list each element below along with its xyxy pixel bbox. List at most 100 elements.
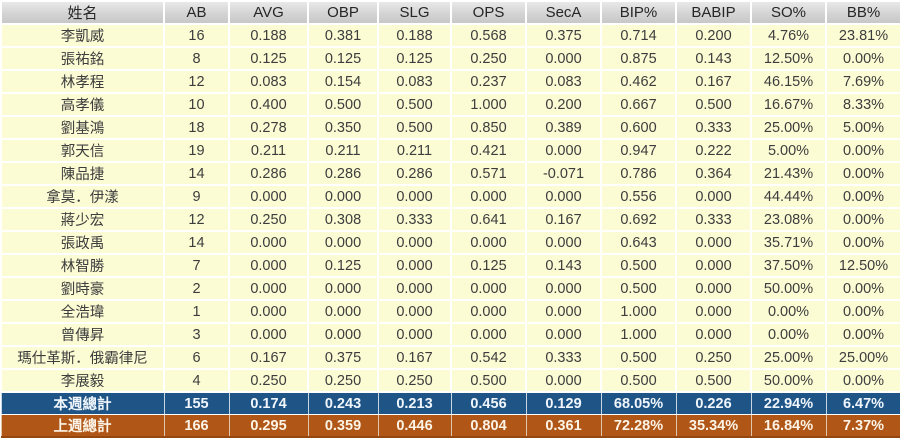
player-name-cell: 林孝程: [0, 69, 165, 94]
stat-cell: 0.875: [600, 46, 677, 71]
summary-label-cell: 本週總計: [0, 391, 165, 415]
player-name-cell: 郭天信: [0, 138, 165, 163]
stat-cell: 0.000: [525, 322, 602, 347]
stat-cell: 0.375: [307, 345, 379, 370]
summary-stat-cell: 0.174: [228, 391, 309, 415]
stat-cell: 0.500: [377, 115, 452, 140]
stat-cell: 0.286: [228, 161, 309, 186]
stat-cell: 0.556: [600, 184, 677, 209]
stat-cell: 8: [163, 46, 230, 71]
stat-cell: 0.167: [525, 207, 602, 232]
stat-cell: 0.000: [675, 253, 752, 278]
stat-cell: 0.222: [675, 138, 752, 163]
summary-stat-cell: 0.295: [228, 414, 309, 438]
table-row: 林孝程 12 0.083 0.154 0.083 0.237 0.083 0.462 0.167…: [0, 69, 900, 94]
stat-cell: 0.000: [450, 184, 527, 209]
stat-cell: 0.188: [228, 23, 309, 48]
stat-cell: 0.500: [600, 345, 677, 370]
header-row: 姓名 AB AVG OBP SLG OPS SecA BIP% BABIP SO% BB%: [0, 0, 900, 25]
stat-cell: 0.000: [525, 184, 602, 209]
stat-cell: 0.00%: [825, 299, 900, 324]
summary-stat-cell: 0.361: [525, 414, 602, 438]
stat-cell: 0.381: [307, 23, 379, 48]
stat-cell: 0.421: [450, 138, 527, 163]
stat-cell: 7: [163, 253, 230, 278]
header-cell-seca: SecA: [525, 0, 602, 25]
stat-cell: 0.500: [600, 253, 677, 278]
stat-cell: 0.000: [525, 46, 602, 71]
stat-cell: 0.542: [450, 345, 527, 370]
summary-stat-cell: 0.226: [675, 391, 752, 415]
stat-cell: 0.00%: [825, 368, 900, 393]
stat-cell: 4: [163, 368, 230, 393]
stat-cell: 0.643: [600, 230, 677, 255]
stat-cell: 0.000: [377, 253, 452, 278]
summary-stat-cell: 0.129: [525, 391, 602, 415]
stat-cell: 0.500: [675, 368, 752, 393]
summary-stat-cell: 16.84%: [750, 414, 827, 438]
stat-cell: 50.00%: [750, 368, 827, 393]
stat-cell: 0.250: [307, 368, 379, 393]
stat-cell: 0.000: [228, 322, 309, 347]
stat-cell: 18: [163, 115, 230, 140]
summary-stat-cell: 72.28%: [600, 414, 677, 438]
stat-cell: -0.071: [525, 161, 602, 186]
header-cell-babip: BABIP: [675, 0, 752, 25]
stat-cell: 0.000: [675, 299, 752, 324]
stat-cell: 12.50%: [825, 253, 900, 278]
stat-cell: 0.286: [377, 161, 452, 186]
player-name-cell: 張祐銘: [0, 46, 165, 71]
player-name-cell: 拿莫．伊漾: [0, 184, 165, 209]
stat-cell: 0.000: [377, 230, 452, 255]
stat-cell: 0.000: [307, 276, 379, 301]
player-name-cell: 瑪仕革斯．俄霸律尼: [0, 345, 165, 370]
stat-cell: 12: [163, 69, 230, 94]
stat-cell: 10: [163, 92, 230, 117]
stat-cell: 12.50%: [750, 46, 827, 71]
stat-cell: 0.00%: [825, 138, 900, 163]
stat-cell: 0.00%: [825, 184, 900, 209]
stat-cell: 0.000: [228, 299, 309, 324]
stat-cell: 0.000: [377, 276, 452, 301]
stat-cell: 0.308: [307, 207, 379, 232]
stat-cell: 0.125: [228, 46, 309, 71]
stat-cell: 0.250: [377, 368, 452, 393]
player-name-cell: 蔣少宏: [0, 207, 165, 232]
stat-cell: 0.000: [450, 299, 527, 324]
stat-cell: 1: [163, 299, 230, 324]
table-row: 蔣少宏 12 0.250 0.308 0.333 0.641 0.167 0.692 0.333…: [0, 207, 900, 232]
stat-cell: 0.000: [377, 184, 452, 209]
stat-cell: 0.125: [307, 253, 379, 278]
stat-cell: 0.143: [525, 253, 602, 278]
player-name-cell: 劉基鴻: [0, 115, 165, 140]
stat-cell: 0.641: [450, 207, 527, 232]
summary-stat-cell: 0.456: [450, 391, 527, 415]
stat-cell: 0.786: [600, 161, 677, 186]
header-cell-bip-pct: BIP%: [600, 0, 677, 25]
stat-cell: 0.278: [228, 115, 309, 140]
stat-cell: 0.500: [600, 276, 677, 301]
stat-cell: 0.188: [377, 23, 452, 48]
stat-cell: 0.237: [450, 69, 527, 94]
summary-stat-cell: 155: [163, 391, 230, 415]
table-row: 高孝儀 10 0.400 0.500 0.500 1.000 0.200 0.667 0.500…: [0, 92, 900, 117]
table-row: 拿莫．伊漾 9 0.000 0.000 0.000 0.000 0.000 0.556 0.00…: [0, 184, 900, 209]
header-cell-slg: SLG: [377, 0, 452, 25]
stat-cell: 0.211: [228, 138, 309, 163]
table-row: 郭天信 19 0.211 0.211 0.211 0.421 0.000 0.947 0.222…: [0, 138, 900, 163]
stat-cell: 0.333: [525, 345, 602, 370]
stat-cell: 0.125: [307, 46, 379, 71]
stat-cell: 0.000: [525, 276, 602, 301]
stat-cell: 1.000: [600, 299, 677, 324]
player-name-cell: 林智勝: [0, 253, 165, 278]
player-name-cell: 高孝儀: [0, 92, 165, 117]
stat-cell: 0.200: [675, 23, 752, 48]
header-cell-obp: OBP: [307, 0, 379, 25]
stat-cell: 0.000: [675, 322, 752, 347]
stat-cell: 0.250: [228, 207, 309, 232]
stat-cell: 0.389: [525, 115, 602, 140]
stat-cell: 0.500: [600, 368, 677, 393]
stat-cell: 0.000: [450, 230, 527, 255]
stat-cell: 0.000: [228, 230, 309, 255]
